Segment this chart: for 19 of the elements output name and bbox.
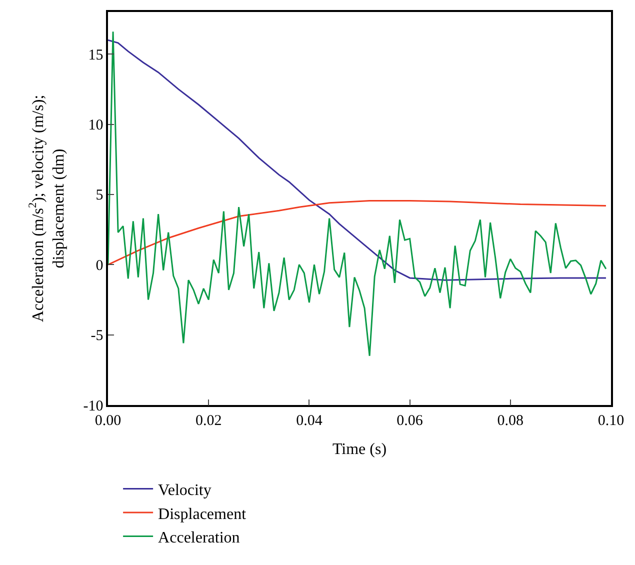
legend-label: Displacement — [158, 506, 247, 523]
y-tick-label: 15 — [88, 47, 104, 64]
legend-label: Velocity — [158, 482, 212, 499]
line-series — [108, 39, 607, 281]
x-tick-label: 0.10 — [598, 412, 624, 429]
line-series — [108, 30, 607, 357]
x-axis-title: Time (s) — [332, 440, 387, 458]
y-tick-label: 5 — [96, 188, 104, 204]
y-tick-label: -10 — [83, 398, 104, 414]
x-tick-label: 0.06 — [396, 412, 424, 429]
line-series — [108, 200, 607, 266]
y-tick-label: -5 — [90, 328, 104, 344]
x-tick-label: 0.04 — [296, 412, 323, 429]
x-tick-label: 0.00 — [94, 412, 122, 429]
legend-label: Acceleration — [158, 530, 240, 547]
x-tick-label: 0.08 — [497, 412, 524, 429]
y-tick-label: 10 — [88, 118, 104, 134]
x-tick-label: 0.02 — [195, 412, 222, 429]
y-tick-label: 0 — [96, 258, 104, 274]
